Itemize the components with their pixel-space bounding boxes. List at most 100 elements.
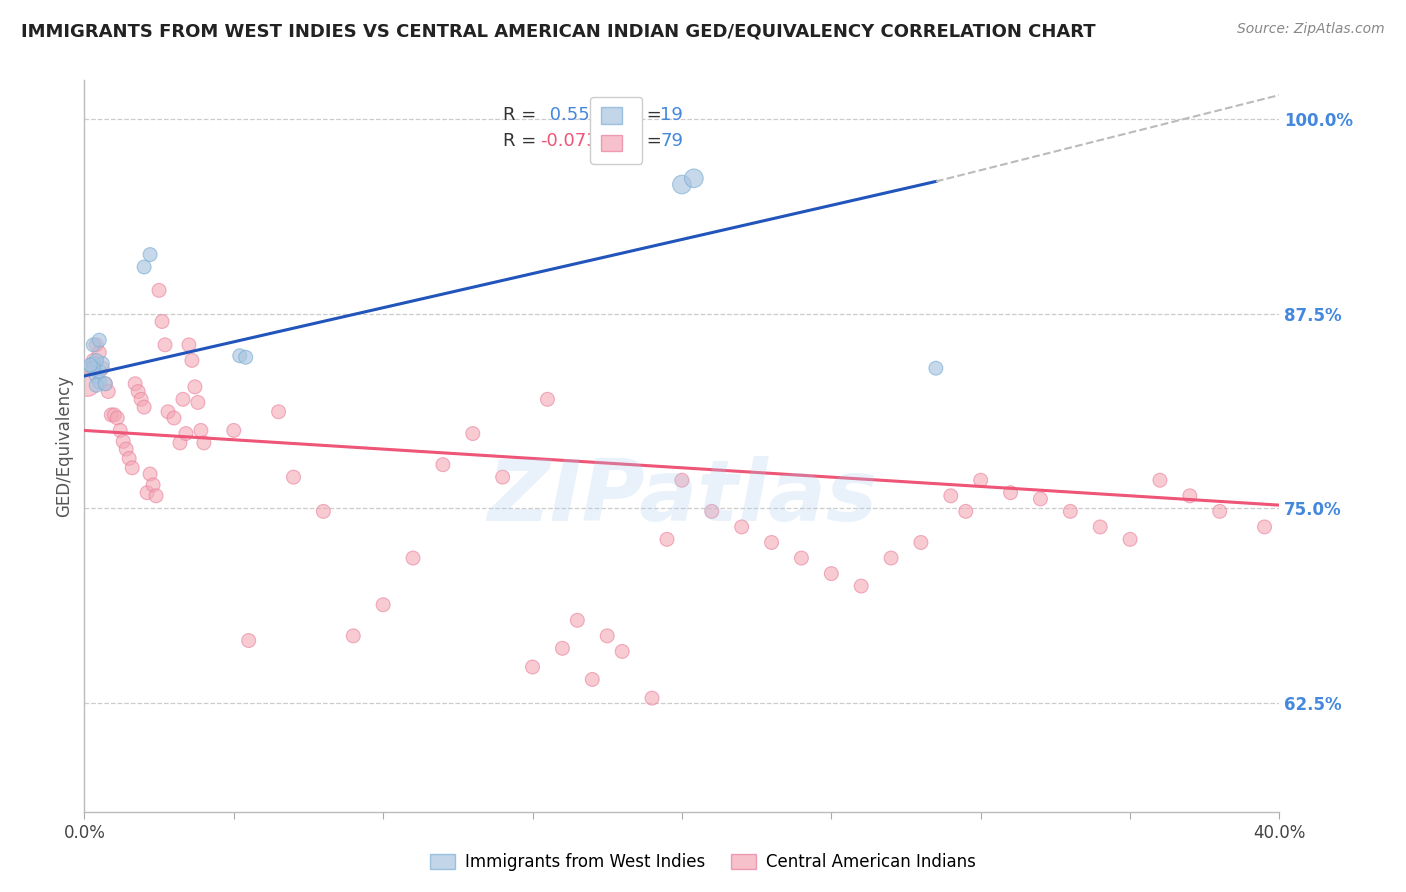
Point (148, 284, 170, 298)
Point (172, 392, 194, 407)
Point (373, 598, 395, 612)
Point (86, 368, 108, 383)
Point (110, 424, 132, 438)
Point (103, 408, 125, 422)
Point (1090, 520, 1112, 534)
Text: 79: 79 (661, 132, 683, 150)
Point (536, 392, 558, 407)
Point (112, 434, 135, 449)
Point (567, 613, 589, 627)
Point (522, 660, 544, 674)
Point (1209, 504, 1232, 518)
Point (86, 353, 108, 368)
Point (86, 338, 108, 352)
Point (925, 361, 948, 376)
Point (187, 395, 209, 409)
Point (671, 473, 693, 487)
Point (461, 426, 484, 441)
Text: Source: ZipAtlas.com: Source: ZipAtlas.com (1237, 22, 1385, 37)
Point (683, 171, 706, 186)
Point (190, 424, 212, 438)
Point (1000, 485, 1022, 500)
Legend: Immigrants from West Indies, Central American Indians: Immigrants from West Indies, Central Ame… (422, 845, 984, 880)
Point (129, 392, 152, 407)
Point (139, 247, 162, 261)
Text: -0.073: -0.073 (540, 132, 598, 150)
Point (115, 442, 138, 456)
Point (89, 375, 111, 389)
Y-axis label: GED/Equivalency: GED/Equivalency (55, 375, 73, 517)
Point (790, 551, 813, 566)
Point (228, 349, 252, 363)
Point (671, 178, 693, 192)
Point (402, 551, 425, 566)
Point (91, 361, 114, 376)
Point (267, 405, 290, 419)
Text: 19: 19 (661, 105, 683, 124)
Point (312, 504, 335, 518)
Point (184, 380, 207, 394)
Point (82, 353, 104, 368)
Point (492, 470, 515, 484)
Point (145, 489, 167, 503)
Point (174, 426, 197, 441)
Point (235, 351, 257, 365)
Point (132, 400, 156, 414)
Text: N =: N = (616, 105, 668, 124)
Text: IMMIGRANTS FROM WEST INDIES VS CENTRAL AMERICAN INDIAN GED/EQUIVALENCY CORRELATI: IMMIGRANTS FROM WEST INDIES VS CENTRAL A… (21, 22, 1095, 40)
Point (1178, 489, 1201, 503)
Point (880, 551, 903, 566)
Point (105, 411, 128, 425)
Point (283, 470, 305, 484)
Point (612, 644, 634, 658)
Point (731, 520, 754, 534)
Point (238, 633, 260, 648)
Point (551, 641, 574, 656)
Point (342, 629, 364, 643)
Point (193, 436, 215, 450)
Point (82, 357, 104, 371)
Point (89, 333, 111, 347)
Point (118, 451, 141, 466)
Point (142, 478, 165, 492)
Point (79, 358, 101, 372)
Point (700, 504, 723, 518)
Point (1029, 491, 1052, 506)
Point (596, 629, 619, 643)
Point (91, 357, 114, 371)
Point (79, 361, 101, 376)
Point (150, 314, 173, 328)
Point (94, 376, 117, 391)
Point (820, 566, 842, 581)
Point (939, 489, 962, 503)
Text: N =: N = (616, 132, 668, 150)
Point (581, 673, 603, 687)
Point (761, 535, 783, 549)
Point (851, 579, 873, 593)
Point (655, 533, 678, 547)
Point (222, 424, 245, 438)
Point (97, 384, 120, 399)
Point (181, 353, 204, 368)
Point (1059, 504, 1081, 518)
Point (1253, 520, 1275, 534)
Text: R =: R = (503, 132, 541, 150)
Text: R =: R = (503, 105, 541, 124)
Point (163, 411, 186, 425)
Point (955, 504, 977, 518)
Point (169, 436, 191, 450)
Point (89, 364, 111, 378)
Text: ZIPatlas: ZIPatlas (486, 456, 877, 539)
Text: 0.550: 0.550 (544, 105, 602, 124)
Point (94, 376, 117, 391)
Point (641, 691, 664, 706)
Point (100, 408, 122, 422)
Point (1119, 533, 1142, 547)
Point (136, 485, 159, 500)
Point (132, 260, 156, 274)
Point (177, 338, 200, 352)
Legend: , : , (591, 96, 643, 164)
Point (82, 361, 104, 376)
Point (89, 345, 111, 359)
Point (82, 338, 104, 352)
